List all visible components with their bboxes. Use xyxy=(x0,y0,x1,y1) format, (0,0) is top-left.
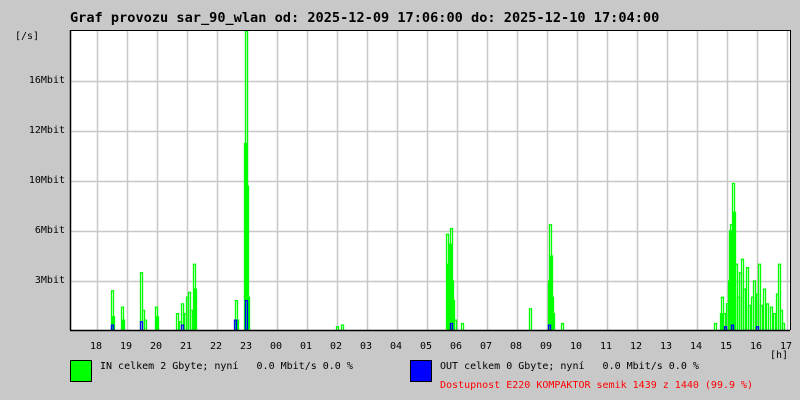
series-in-spike xyxy=(460,322,465,330)
x-tick-label: 00 xyxy=(270,341,283,352)
series-in-spike xyxy=(111,316,116,330)
series-out-spike xyxy=(244,299,249,330)
series-in-spike xyxy=(340,324,345,330)
series-in-spike xyxy=(772,313,777,330)
series-out-spike xyxy=(180,324,185,330)
x-tick-label: 09 xyxy=(540,341,553,352)
series-in-spike xyxy=(120,306,125,330)
x-tick-label: 05 xyxy=(420,341,433,352)
series-in-spike xyxy=(551,313,556,330)
series-in-spike xyxy=(110,290,115,330)
y-tick-label: 3Mbit xyxy=(34,275,65,286)
y-axis-unit: [/s] xyxy=(15,31,40,42)
series-in-spike xyxy=(713,322,718,330)
series-in-spike xyxy=(450,280,455,330)
series-in-spike xyxy=(180,303,185,330)
series-in-spike xyxy=(731,182,736,330)
series-in-spike xyxy=(445,233,450,330)
y-tick-label: 12Mbit xyxy=(28,125,65,136)
series-in-spike xyxy=(777,263,782,330)
series-in-spike xyxy=(234,299,239,330)
x-axis-unit: [h] xyxy=(770,350,789,361)
x-tick-label: 18 xyxy=(90,341,103,352)
series-in-spike xyxy=(193,288,198,330)
availability-text: Dostupnost E220 KOMPAKTOR semik 1439 z 1… xyxy=(440,380,754,391)
y-tick-label: 6Mbit xyxy=(34,225,65,236)
x-tick-label: 02 xyxy=(330,341,343,352)
series-in-spike xyxy=(449,227,454,330)
plot-area xyxy=(70,30,790,330)
x-tick-label: 20 xyxy=(150,341,163,352)
x-tick-label: 03 xyxy=(360,341,373,352)
x-tick-label: 17 xyxy=(780,341,793,352)
legend-out-text: OUT celkem 0 Gbyte; nyní 0.0 Mbit/s 0.0 … xyxy=(440,361,699,372)
series-in-spike xyxy=(528,308,533,330)
series-in-spike xyxy=(451,299,456,330)
x-tick-label: 16 xyxy=(750,341,763,352)
x-tick-label: 10 xyxy=(570,341,583,352)
series-in-spike xyxy=(139,272,144,330)
series-in-spike xyxy=(143,319,148,330)
series-in-spike xyxy=(189,309,194,330)
series-out-spike xyxy=(730,324,735,330)
legend-out-swatch xyxy=(410,360,432,382)
series-in-spike xyxy=(781,322,786,330)
x-tick-label: 13 xyxy=(660,341,673,352)
series-in-spike xyxy=(155,316,160,330)
series-out-spike xyxy=(110,324,115,330)
series-in-spike xyxy=(549,255,554,330)
series-out-spike xyxy=(547,324,552,330)
series-in-spike xyxy=(154,306,159,330)
series-in-spike xyxy=(779,309,784,330)
x-tick-label: 08 xyxy=(510,341,523,352)
series-in-spike xyxy=(121,319,126,330)
series-in-spike xyxy=(747,304,752,330)
series-out-spike xyxy=(755,326,760,330)
x-tick-label: 12 xyxy=(630,341,643,352)
x-tick-label: 22 xyxy=(210,341,223,352)
x-tick-label: 21 xyxy=(180,341,193,352)
chart-title: Graf provozu sar_90_wlan od: 2025-12-09 … xyxy=(70,10,660,26)
series-in-spike xyxy=(175,313,180,330)
x-tick-label: 15 xyxy=(720,341,733,352)
x-tick-label: 19 xyxy=(120,341,133,352)
series-in-spike xyxy=(759,304,764,330)
x-tick-label: 23 xyxy=(240,341,253,352)
series-in-spike xyxy=(245,185,250,330)
x-tick-label: 01 xyxy=(300,341,313,352)
series-in-spike xyxy=(335,326,340,330)
series-in-spike xyxy=(762,288,767,330)
series-in-spike xyxy=(765,303,770,330)
series-in-spike xyxy=(757,263,762,330)
x-tick-label: 11 xyxy=(600,341,613,352)
series-in-spike xyxy=(769,306,774,330)
series-out-spike xyxy=(449,322,454,330)
x-tick-label: 14 xyxy=(690,341,703,352)
x-tick-label: 04 xyxy=(390,341,403,352)
series-out-spike xyxy=(723,326,728,330)
x-tick-label: 07 xyxy=(480,341,493,352)
series-in-spike xyxy=(560,322,565,330)
legend-in-text: IN celkem 2 Gbyte; nyní 0.0 Mbit/s 0.0 % xyxy=(100,361,353,372)
series-in-spike xyxy=(722,313,727,330)
legend-in-swatch xyxy=(70,360,92,382)
series-out-spike xyxy=(139,321,144,330)
x-tick-label: 06 xyxy=(450,341,463,352)
series-in-spike xyxy=(453,319,458,330)
series-in-spike xyxy=(548,224,553,330)
series-in-spike xyxy=(742,288,747,330)
series-out-spike xyxy=(233,319,238,330)
series-in-spike xyxy=(752,280,757,330)
y-tick-label: 10Mbit xyxy=(28,175,65,186)
series-in-spike xyxy=(192,263,197,330)
series-in-spike xyxy=(745,267,750,330)
y-tick-label: 16Mbit xyxy=(28,75,65,86)
